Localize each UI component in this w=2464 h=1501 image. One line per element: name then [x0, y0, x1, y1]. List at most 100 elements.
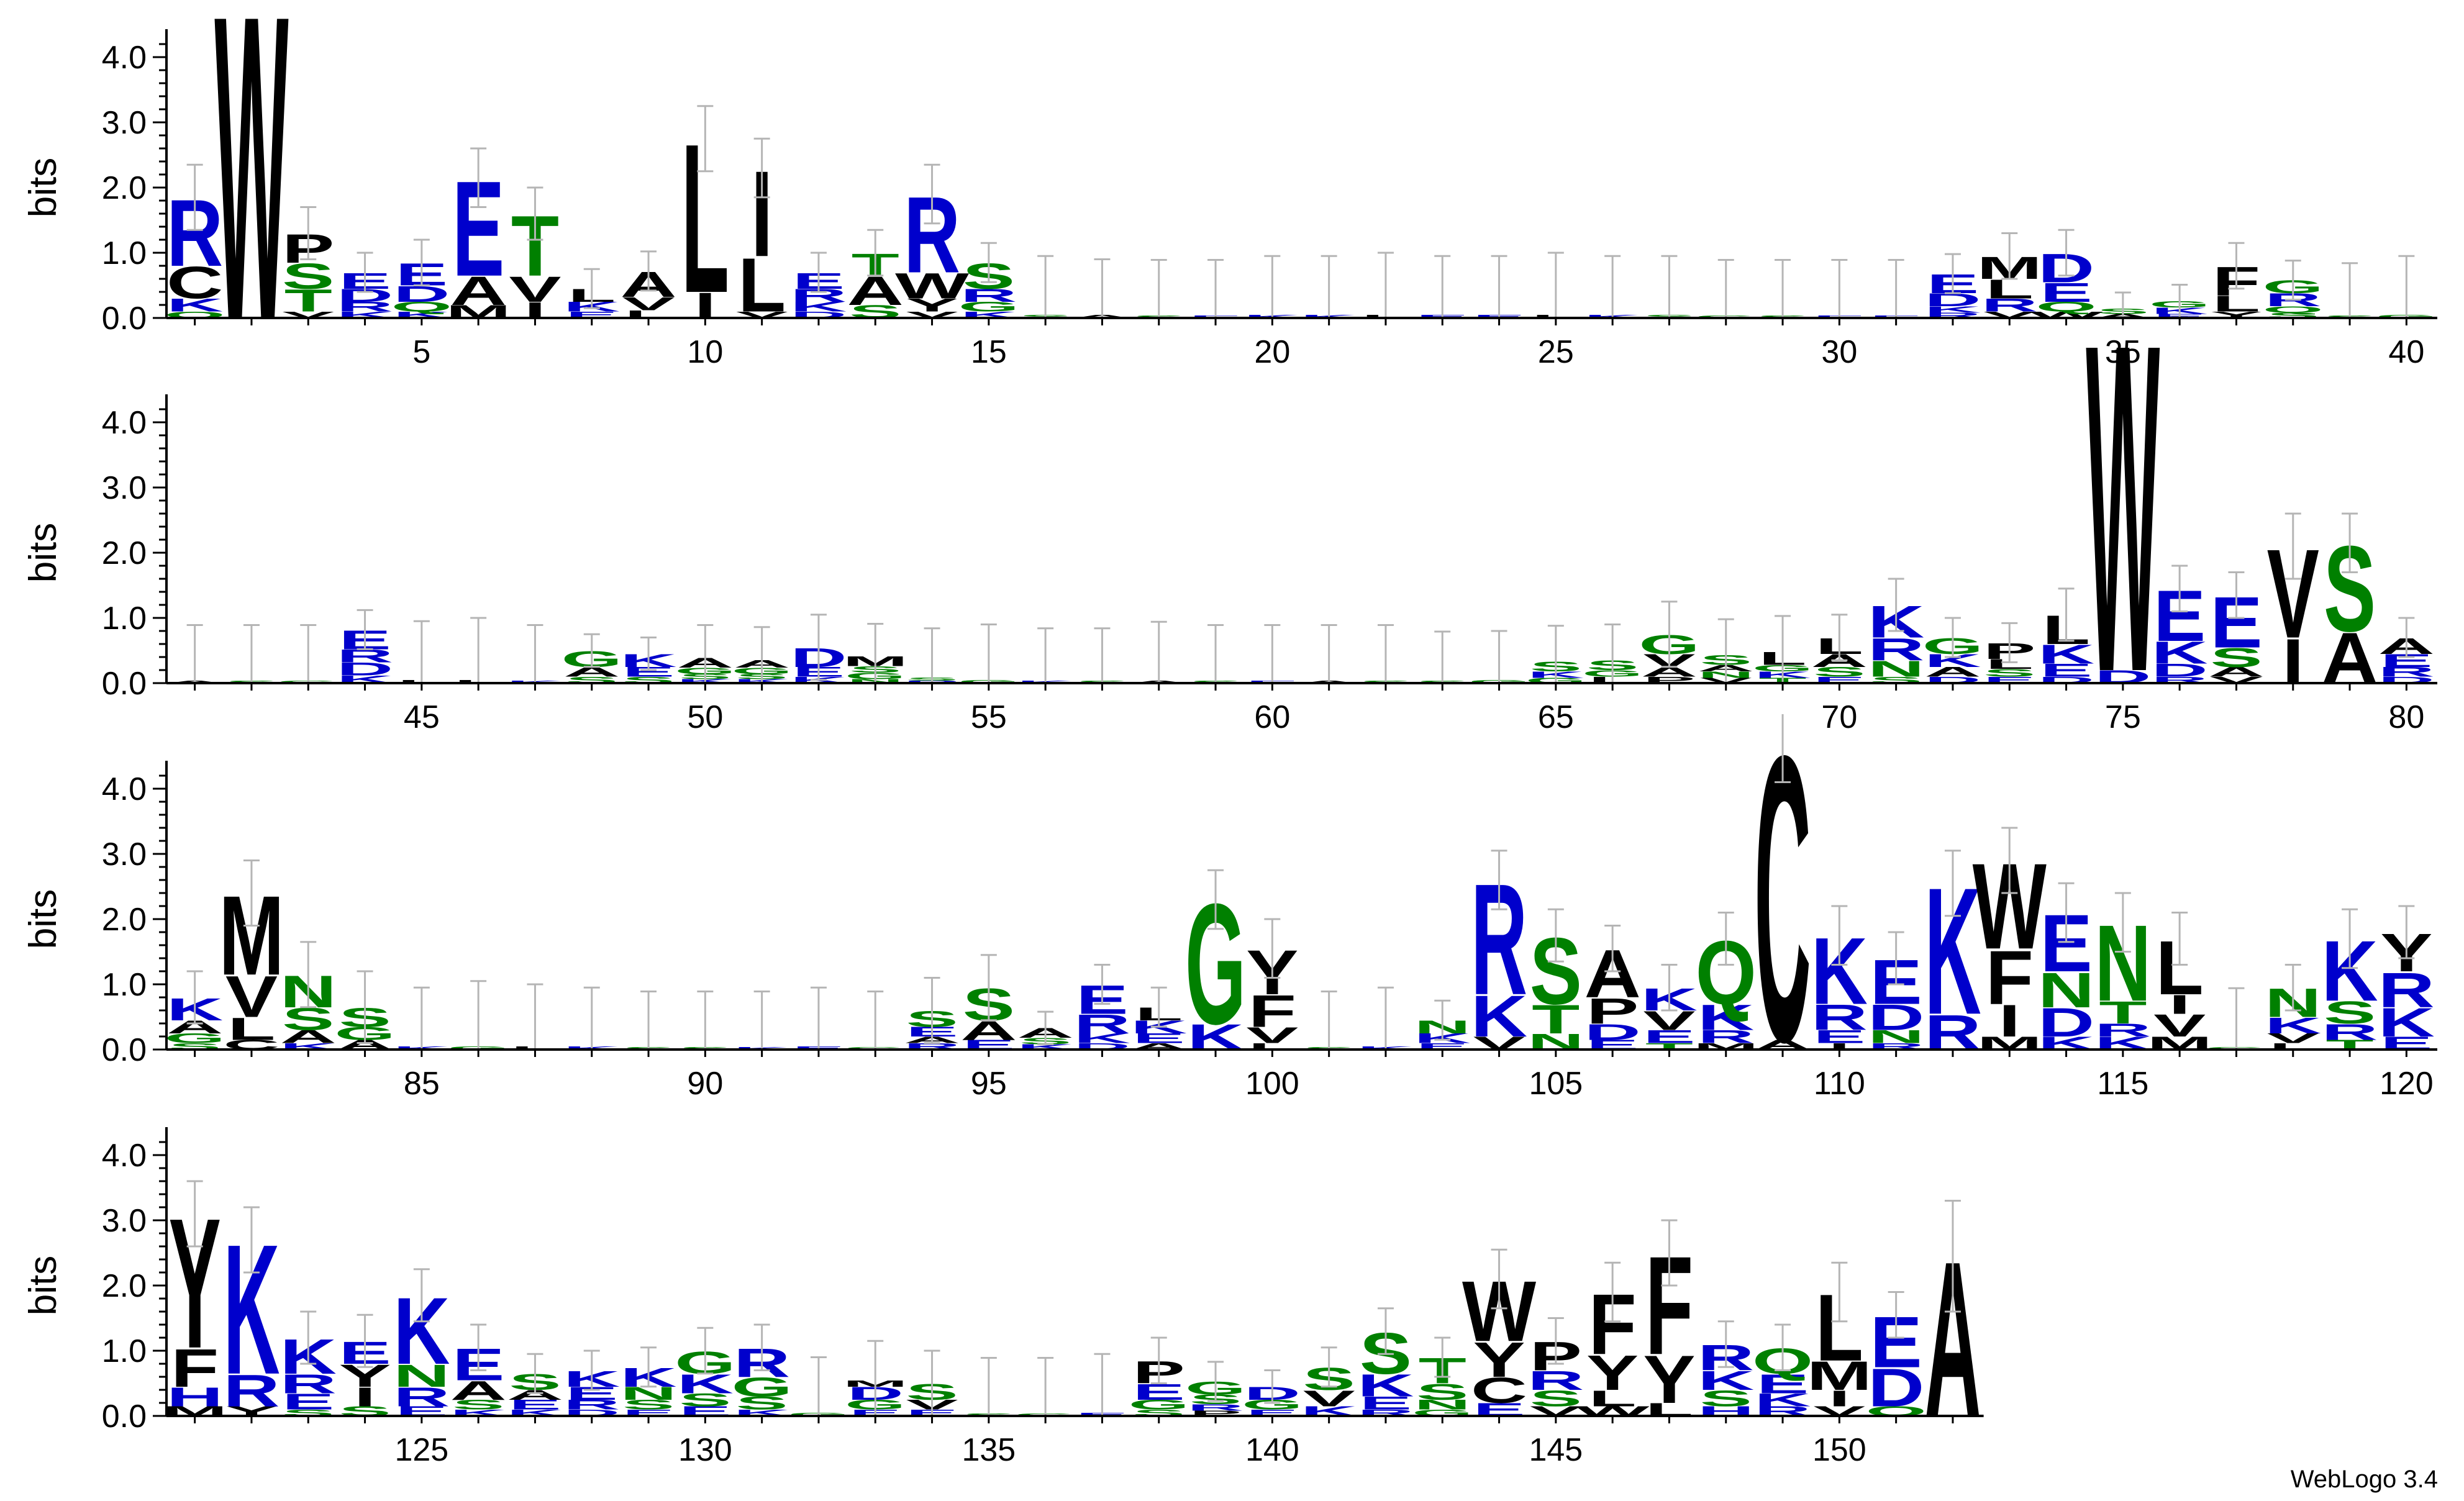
residue-k: K: [1754, 1390, 1811, 1410]
weblogo-credit: WebLogo 3.4: [2291, 1466, 2438, 1493]
x-tick-label: 15: [971, 334, 1007, 370]
x-tick-label: 30: [1821, 334, 1857, 370]
residue-q: Q: [391, 299, 452, 314]
residue-f: F: [171, 1338, 219, 1399]
residue-s: S: [1813, 664, 1865, 679]
residue-n: N: [1868, 1027, 1924, 1046]
residue-t: T: [284, 283, 332, 319]
logo-columns: SGAKCLVMKASNAGSKGLKSSKEGRAESEASKSADKREAE…: [165, 714, 2435, 1061]
residue-d: D: [2038, 1000, 2094, 1045]
residue-y: Y: [1473, 1332, 1525, 1388]
residue-w: W: [895, 266, 969, 306]
residue-k: K: [1924, 305, 1981, 315]
residue-l: L: [1589, 1385, 1637, 1411]
residue-s: S: [452, 1397, 504, 1412]
residue-r: R: [1924, 1005, 1981, 1061]
residue-s: S: [339, 1404, 391, 1418]
residue-k: K: [1187, 1017, 1243, 1057]
residue-c: C: [166, 258, 223, 308]
residue-r: R: [223, 1365, 280, 1415]
residue-m: M: [446, 302, 511, 322]
x-tick-label: 50: [687, 699, 723, 735]
residue-e: E: [1586, 1037, 1639, 1052]
residue-k: K: [337, 673, 393, 686]
residue-d: D: [2152, 660, 2208, 680]
residue-t: T: [2326, 1037, 2374, 1052]
y-tick-label: 3.0: [102, 1203, 147, 1239]
residue-e: E: [2040, 660, 2092, 680]
residue-s: S: [2324, 995, 2376, 1030]
residue-e: E: [679, 1404, 731, 1418]
residue-n: N: [1414, 1397, 1471, 1412]
y-axis-title: bits: [22, 523, 65, 583]
residue-k: K: [2094, 1033, 2151, 1053]
x-tick-label: 45: [404, 699, 440, 735]
residue-k: K: [1074, 1031, 1130, 1046]
y-tick-label: 2.0: [102, 902, 147, 938]
x-tick-label: 65: [1538, 699, 1574, 735]
x-tick-label: 95: [971, 1066, 1007, 1102]
residue-s: S: [679, 1390, 731, 1410]
residue-i: I: [524, 297, 546, 323]
residue-m: M: [2147, 1033, 2212, 1053]
x-tick-label: 5: [412, 334, 430, 370]
x-tick-label: 140: [1245, 1432, 1299, 1468]
residue-e: E: [963, 1037, 1015, 1052]
y-tick-label: 1.0: [102, 967, 147, 1003]
residue-k: K: [1471, 983, 1527, 1049]
residue-k: K: [2038, 639, 2094, 669]
residue-r: R: [2378, 664, 2435, 679]
residue-r: R: [1811, 997, 1868, 1038]
residue-i: I: [694, 285, 716, 325]
residue-r: R: [1527, 1366, 1584, 1396]
residue-c: C: [1471, 1370, 1527, 1410]
residue-q: Q: [2035, 299, 2096, 314]
x-tick-label: 135: [962, 1432, 1016, 1468]
residue-a: A: [2208, 664, 2265, 679]
residue-m: M: [1807, 1353, 1872, 1399]
y-tick-label: 0.0: [102, 1399, 147, 1435]
residue-v: V: [225, 964, 278, 1030]
residue-t: T: [1532, 997, 1580, 1042]
residue-i: I: [354, 1382, 376, 1412]
logo-row-3: SGAKCLVMKASNAGSKGLKSSKEGRAESEASKSADKREAE…: [22, 714, 2437, 1102]
residue-e: E: [2380, 1033, 2432, 1053]
residue-e: E: [282, 1389, 334, 1415]
residue-r: R: [1698, 1027, 1754, 1046]
residue-k: K: [166, 295, 223, 315]
residue-s: S: [1416, 1379, 1468, 1405]
y-tick-label: 1.0: [102, 1333, 147, 1369]
x-tick-label: 25: [1538, 334, 1574, 370]
x-tick-label: 150: [1812, 1432, 1866, 1468]
residue-r: R: [2378, 963, 2435, 1018]
y-axis-title: bits: [22, 889, 65, 949]
residue-e: E: [509, 1397, 561, 1412]
y-tick-label: 3.0: [102, 837, 147, 873]
residue-k: K: [1698, 997, 1754, 1038]
residue-g: G: [958, 299, 1019, 314]
residue-k: K: [1301, 1404, 1357, 1418]
y-tick-label: 4.0: [102, 405, 147, 441]
residue-e: E: [396, 1404, 448, 1418]
residue-d: D: [1584, 1019, 1641, 1045]
residue-k: K: [1698, 1366, 1754, 1396]
residue-a: A: [450, 1375, 507, 1405]
residue-v: V: [1473, 1033, 1525, 1053]
x-tick-label: 80: [2388, 699, 2424, 735]
residue-d: D: [1868, 1358, 1924, 1418]
residue-l: L: [1645, 1400, 1693, 1420]
x-tick-label: 70: [1821, 699, 1857, 735]
y-tick-label: 0.0: [102, 1032, 147, 1068]
residue-s: S: [622, 1397, 675, 1412]
residue-i: I: [2282, 626, 2304, 697]
residue-v: V: [622, 294, 675, 314]
residue-n: N: [1868, 656, 1924, 682]
x-tick-label: 100: [1245, 1066, 1299, 1102]
residue-k: K: [1357, 1368, 1414, 1404]
x-tick-label: 85: [404, 1066, 440, 1102]
y-tick-label: 0.0: [102, 666, 147, 702]
residue-w: W: [214, 0, 289, 410]
residue-y: Y: [225, 1404, 278, 1418]
